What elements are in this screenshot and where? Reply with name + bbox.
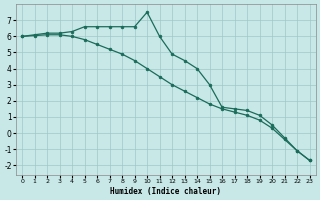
X-axis label: Humidex (Indice chaleur): Humidex (Indice chaleur): [110, 187, 221, 196]
